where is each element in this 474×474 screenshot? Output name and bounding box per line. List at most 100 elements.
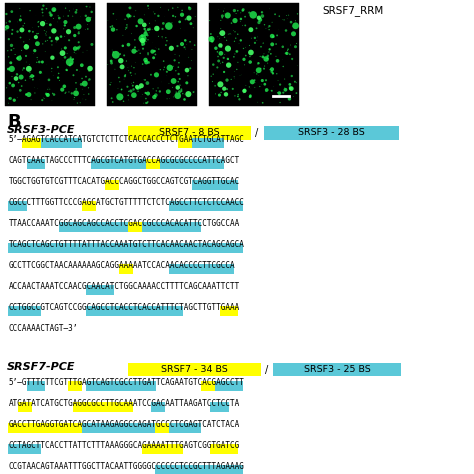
Bar (128, 264, 133, 274)
Point (137, 50, 144, 57)
Bar (100, 381, 105, 391)
Bar (178, 138, 183, 148)
Text: SRSF7_RRM: SRSF7_RRM (322, 6, 383, 17)
Point (210, 61, 217, 68)
Bar (201, 201, 206, 211)
Point (149, 8, 157, 16)
Bar (132, 306, 137, 316)
Point (26, 73, 34, 81)
Point (207, 30, 215, 38)
Point (241, 13, 249, 20)
Bar (105, 159, 109, 169)
Point (140, 76, 147, 83)
Bar (109, 180, 114, 190)
Bar (178, 444, 183, 454)
Bar (210, 402, 215, 412)
Point (150, 54, 157, 62)
Bar (192, 138, 197, 148)
Point (49, 90, 56, 97)
Bar (13, 444, 18, 454)
Point (26, 27, 33, 35)
Bar (188, 201, 192, 211)
Point (131, 44, 139, 51)
Point (138, 32, 146, 39)
Point (285, 82, 293, 90)
Point (144, 51, 152, 58)
Point (281, 83, 288, 91)
Bar (160, 444, 165, 454)
Point (176, 18, 183, 26)
Point (147, 91, 155, 99)
Point (241, 61, 248, 69)
Bar (192, 465, 197, 474)
Bar (224, 264, 229, 274)
Bar (229, 381, 234, 391)
Bar (86, 423, 91, 433)
Point (161, 64, 168, 71)
Point (289, 23, 297, 30)
Bar (238, 243, 243, 253)
Point (163, 72, 171, 80)
Bar (219, 201, 224, 211)
Point (155, 33, 162, 40)
Point (33, 54, 41, 61)
Bar (197, 222, 201, 232)
Bar (68, 423, 73, 433)
Point (272, 40, 280, 48)
Point (165, 6, 173, 14)
Point (71, 32, 79, 39)
Bar (91, 306, 96, 316)
Bar (178, 423, 183, 433)
Point (4, 47, 11, 55)
Point (131, 70, 139, 78)
Bar (146, 381, 151, 391)
Point (154, 23, 162, 31)
Point (55, 12, 62, 19)
Point (169, 12, 177, 20)
Point (248, 78, 256, 86)
Point (229, 85, 237, 93)
Bar (155, 402, 160, 412)
Point (149, 26, 156, 34)
Point (26, 61, 34, 68)
Text: SRSF7-PCE: SRSF7-PCE (7, 362, 76, 372)
Point (268, 65, 276, 73)
Point (14, 55, 21, 62)
Bar (142, 444, 146, 454)
Point (145, 5, 152, 12)
Point (271, 10, 279, 18)
Point (23, 64, 30, 72)
Bar (173, 423, 179, 433)
Bar (224, 381, 229, 391)
Point (236, 96, 243, 103)
Bar (86, 243, 91, 253)
Bar (27, 381, 32, 391)
Point (142, 38, 150, 46)
Point (53, 35, 60, 42)
Point (141, 76, 149, 84)
Point (162, 26, 169, 33)
Bar (9, 423, 13, 433)
Bar (73, 222, 77, 232)
Point (265, 22, 273, 30)
Point (109, 22, 116, 30)
Point (42, 31, 50, 39)
Bar (169, 201, 174, 211)
Point (83, 3, 91, 10)
Point (42, 17, 49, 24)
Point (140, 100, 147, 107)
Bar (173, 159, 179, 169)
Point (170, 93, 177, 100)
Point (3, 84, 10, 91)
Bar (164, 159, 169, 169)
Point (75, 38, 82, 46)
Point (266, 66, 274, 73)
Point (118, 86, 125, 93)
Bar (273, 363, 401, 376)
Point (72, 50, 80, 57)
Point (10, 45, 18, 52)
Point (249, 11, 257, 18)
Point (284, 46, 292, 54)
Point (127, 46, 134, 54)
Point (242, 82, 250, 90)
